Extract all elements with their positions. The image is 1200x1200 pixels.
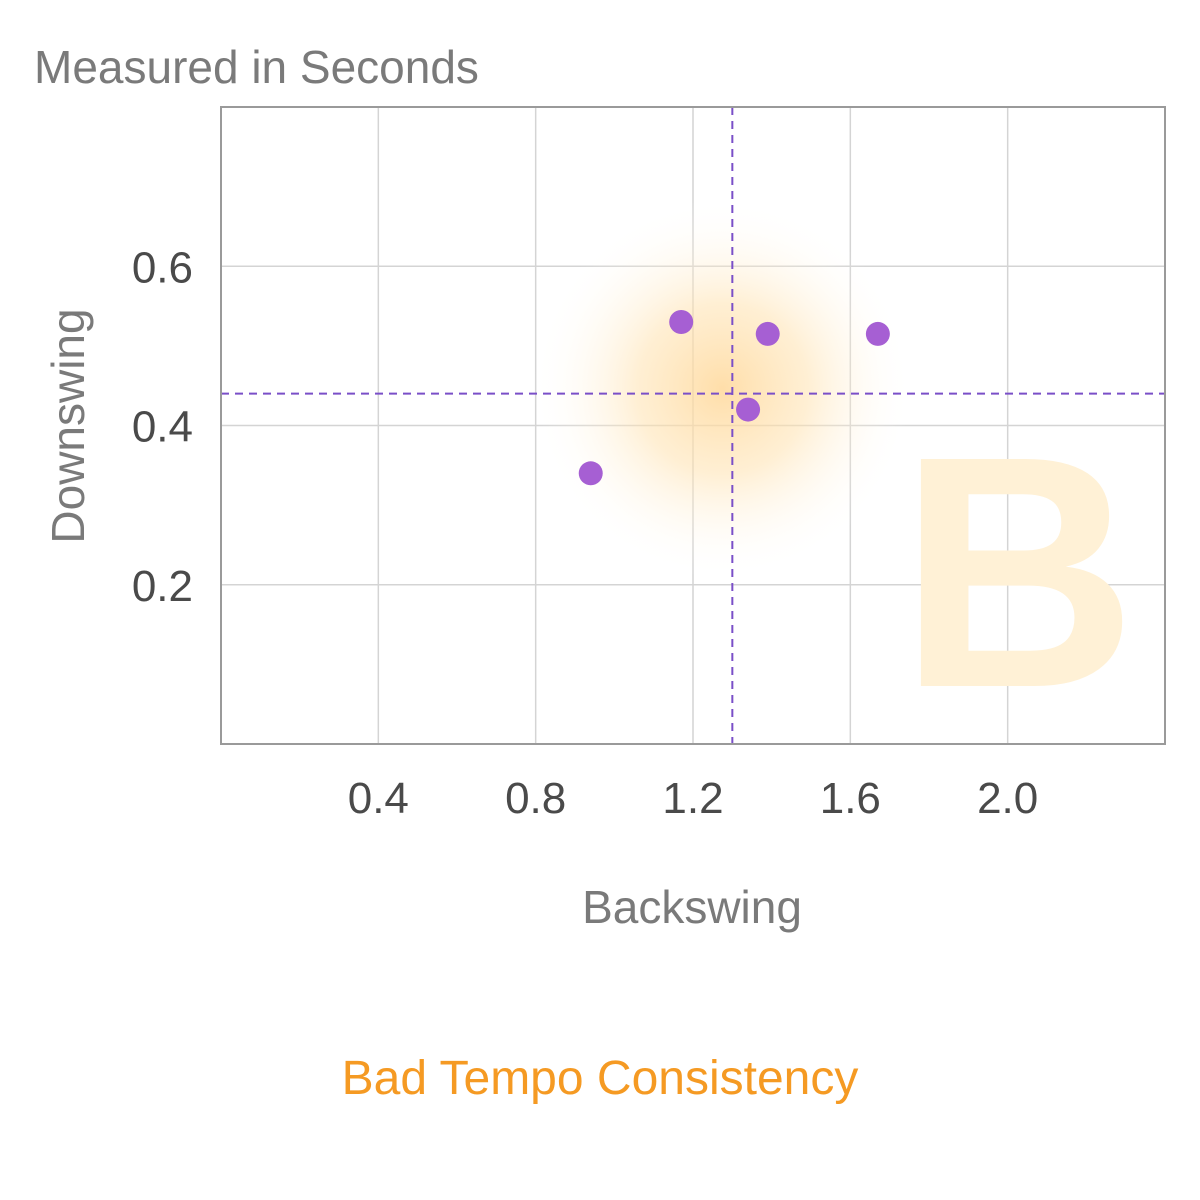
y-tick-labels: 0.6 0.4 0.2 <box>132 243 193 611</box>
x-tick-label: 0.4 <box>348 774 409 823</box>
y-tick-label: 0.6 <box>132 243 193 292</box>
plot-frame <box>220 106 1166 745</box>
data-point <box>669 309 694 334</box>
data-point <box>736 397 761 422</box>
x-tick-labels: 0.4 0.8 1.2 1.6 2.0 <box>348 774 1039 823</box>
x-tick-label: 0.8 <box>505 774 566 823</box>
y-tick-label: 0.2 <box>132 562 193 611</box>
y-tick-label: 0.4 <box>132 403 193 452</box>
consistency-glow <box>532 198 913 579</box>
x-tick-label: 1.2 <box>662 774 723 823</box>
verdict-text: Bad Tempo Consistency <box>342 1052 859 1105</box>
mean-lines <box>221 107 1165 744</box>
data-point <box>755 321 780 346</box>
grade-letter: B <box>899 387 1137 756</box>
x-tick-label: 1.6 <box>820 774 881 823</box>
x-tick-label: 2.0 <box>977 774 1038 823</box>
data-point <box>578 461 603 486</box>
chart-subtitle: Measured in Seconds <box>34 41 479 93</box>
glow-circle <box>532 198 913 579</box>
data-point <box>865 321 890 346</box>
data-points <box>578 309 890 486</box>
y-axis-label: Downswing <box>42 308 94 543</box>
x-axis-label: Backswing <box>582 881 802 933</box>
